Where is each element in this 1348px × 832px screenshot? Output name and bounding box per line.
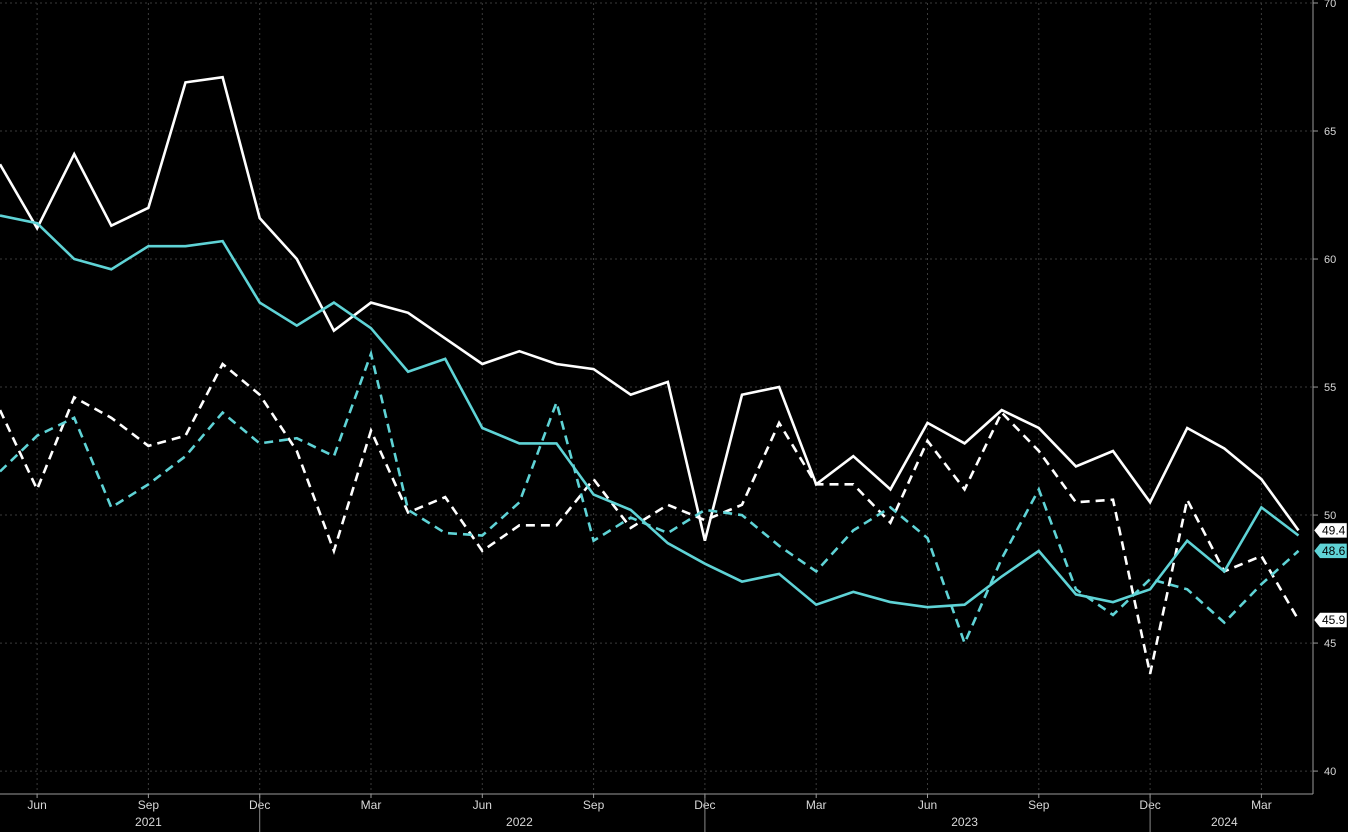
- y-tick-label: 60: [1324, 254, 1336, 266]
- y-tick-label: 65: [1324, 126, 1336, 138]
- last-value-tag-bg: [1313, 612, 1348, 628]
- series-line-3: [0, 214, 1300, 609]
- series-lines: [0, 75, 1300, 675]
- x-tick-label: Mar: [1251, 798, 1272, 812]
- last-value-tag: 48.6: [1313, 543, 1348, 559]
- x-tick-label: Jun: [27, 798, 46, 812]
- x-year-label: 2023: [951, 815, 978, 829]
- x-tick-label: Sep: [138, 798, 160, 812]
- y-tick-label: 50: [1324, 510, 1336, 522]
- last-value-tag: 49.4: [1313, 522, 1348, 539]
- x-tick-label: Jun: [473, 798, 492, 812]
- y-tick-label: 55: [1324, 382, 1336, 394]
- last-value-tag-bg: [1313, 522, 1348, 539]
- x-year-label: 2022: [506, 815, 533, 829]
- x-tick-label: Jun: [918, 798, 937, 812]
- x-tick-label: Sep: [583, 798, 605, 812]
- x-year-label: 2024: [1211, 815, 1238, 829]
- last-value-tags: 49.4 48.6 45.9: [1313, 522, 1348, 628]
- series-line-2: [0, 361, 1300, 675]
- y-tick-label: 45: [1324, 638, 1336, 650]
- last-value-tag-label: 48.6: [1322, 544, 1346, 558]
- last-value-tag: 45.9: [1313, 612, 1348, 628]
- gridlines: [0, 2, 1313, 794]
- last-value-tag-bg: [1313, 543, 1348, 559]
- series-line-4: [0, 349, 1300, 647]
- series-line-1: [0, 75, 1300, 542]
- last-value-tag-label: 49.4: [1322, 523, 1346, 537]
- x-tick-label: Mar: [806, 798, 827, 812]
- last-value-tag-label: 45.9: [1322, 613, 1346, 627]
- x-year-label: 2021: [135, 815, 162, 829]
- y-tick-label: 70: [1324, 0, 1336, 10]
- x-tick-label: Mar: [361, 798, 382, 812]
- x-tick-label: Sep: [1028, 798, 1050, 812]
- y-tick-label: 40: [1324, 766, 1336, 778]
